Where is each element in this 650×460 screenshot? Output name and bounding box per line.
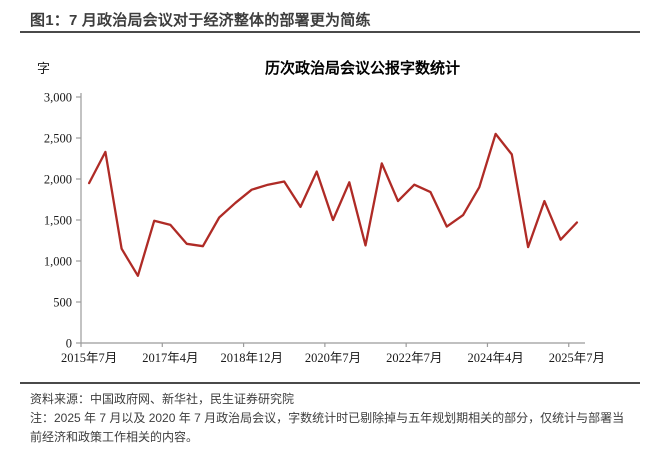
x-tick-label: 2018年12月 xyxy=(220,351,283,365)
x-tick-label: 2017年4月 xyxy=(142,351,198,365)
y-tick-label: 2,000 xyxy=(44,173,72,187)
note-text: 注：2025 年 7 月以及 2020 年 7 月政治局会议，字数统计时已剔除掉… xyxy=(30,411,625,444)
line-chart-svg: 0 500 1,000 1,500 2,000 2,500 3,000 2015年7月 2017… xyxy=(44,91,605,366)
x-tick-label: 2025年7月 xyxy=(549,351,605,365)
x-tick-label: 2024年4月 xyxy=(467,351,523,365)
chart-line xyxy=(87,132,579,277)
y-tick-label: 500 xyxy=(53,296,72,310)
title-underline xyxy=(20,31,640,33)
footer-divider xyxy=(20,382,640,384)
x-tick-label: 2022年7月 xyxy=(386,351,442,365)
y-tick-label: 1,000 xyxy=(44,255,72,269)
x-tick-label: 2020年7月 xyxy=(305,351,361,365)
x-tick-label: 2015年7月 xyxy=(61,351,117,365)
y-axis-unit-label: 字 xyxy=(37,61,51,76)
y-tick-label: 3,000 xyxy=(44,91,72,105)
axis-lines xyxy=(80,93,585,344)
y-tick-label: 1,500 xyxy=(44,214,72,228)
source-text: 资料来源：中国政府网、新华社，民生证券研究院 xyxy=(30,392,295,406)
y-tick-label: 0 xyxy=(66,337,72,351)
figure-title: 图1：7 月政治局会议对于经济整体的部署更为简练 xyxy=(30,12,371,29)
chart-title: 历次政治局会议公报字数统计 xyxy=(264,60,460,77)
y-tick-label: 2,500 xyxy=(44,132,72,146)
